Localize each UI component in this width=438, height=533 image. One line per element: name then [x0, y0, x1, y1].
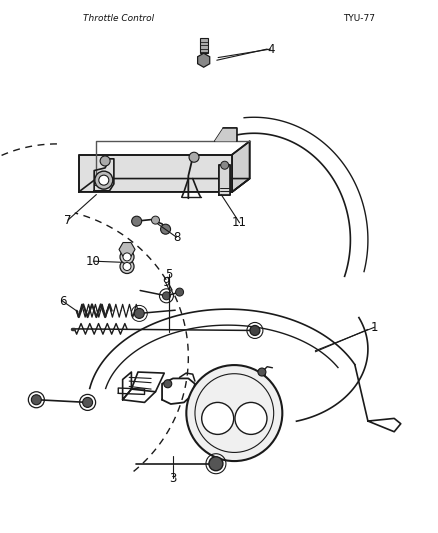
Circle shape: [164, 379, 172, 388]
Circle shape: [201, 402, 234, 434]
Circle shape: [120, 260, 134, 273]
Text: 1: 1: [371, 321, 378, 334]
Polygon shape: [219, 165, 230, 195]
Circle shape: [186, 365, 283, 461]
Text: 9: 9: [162, 276, 170, 289]
Polygon shape: [215, 128, 237, 141]
Text: TYU-77: TYU-77: [343, 14, 375, 23]
Circle shape: [123, 253, 131, 261]
Polygon shape: [79, 155, 232, 192]
Text: 4: 4: [267, 43, 275, 55]
Circle shape: [221, 161, 229, 169]
Circle shape: [162, 292, 170, 300]
Circle shape: [161, 224, 170, 234]
Circle shape: [99, 175, 109, 185]
Circle shape: [32, 395, 41, 405]
Polygon shape: [198, 53, 210, 67]
Polygon shape: [200, 38, 208, 53]
Circle shape: [134, 309, 144, 318]
Circle shape: [250, 326, 260, 335]
Circle shape: [152, 216, 159, 224]
Circle shape: [176, 288, 184, 296]
Circle shape: [100, 156, 110, 166]
Polygon shape: [119, 243, 135, 256]
Circle shape: [258, 368, 266, 376]
Text: 11: 11: [232, 216, 247, 229]
Polygon shape: [232, 141, 250, 192]
Circle shape: [209, 457, 223, 471]
Text: Throttle Control: Throttle Control: [83, 14, 154, 23]
Text: 3: 3: [170, 472, 177, 484]
Circle shape: [132, 216, 141, 226]
Text: 6: 6: [59, 295, 67, 308]
Text: 5: 5: [165, 268, 172, 281]
Text: 8: 8: [173, 231, 180, 244]
Circle shape: [189, 152, 199, 162]
Text: 10: 10: [86, 255, 101, 268]
Circle shape: [123, 262, 131, 271]
Circle shape: [95, 171, 113, 189]
Circle shape: [83, 398, 92, 407]
Circle shape: [235, 402, 267, 434]
Text: 7: 7: [64, 214, 72, 227]
Circle shape: [120, 250, 134, 264]
